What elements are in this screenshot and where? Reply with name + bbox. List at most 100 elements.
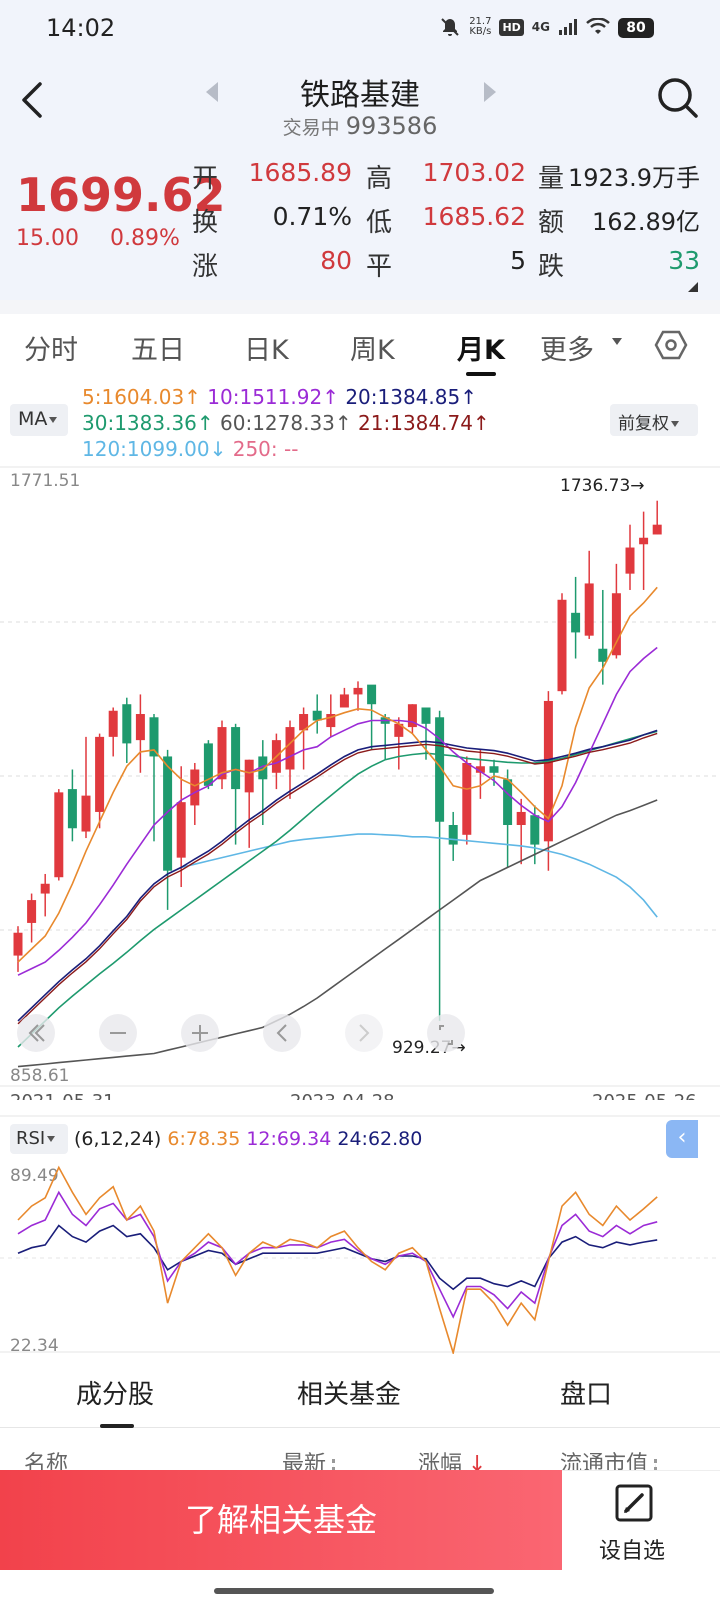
net-speed-unit: KB/s <box>469 26 492 37</box>
label-up: 涨 <box>192 252 219 282</box>
scroll-left-button[interactable] <box>263 1014 301 1052</box>
mute-bell-icon <box>441 18 459 36</box>
value-up: 80 <box>320 246 352 275</box>
tab-order-book[interactable]: 盘口 <box>560 1380 613 1410</box>
ma21-label: 21:1384.74↑ <box>358 411 490 435</box>
tab-more[interactable]: 更多 <box>540 335 594 366</box>
ma60-label: 60:1278.33↑ <box>220 411 352 435</box>
ma-selector[interactable]: MA <box>10 404 68 436</box>
trade-status-label: 交易中 <box>282 117 340 139</box>
wifi-icon <box>586 18 610 34</box>
bottom-tabs: 成分股 相关基金 盘口 <box>0 1354 720 1428</box>
search-button[interactable] <box>656 76 700 120</box>
add-favorite-button[interactable]: 设自选 <box>562 1470 720 1570</box>
chevron-down-icon <box>671 421 679 427</box>
tab-intraday[interactable]: 分时 <box>24 335 78 366</box>
tab-daily-k[interactable]: 日K <box>244 335 289 366</box>
battery-icon: 80 <box>618 18 654 38</box>
value-down: 33 <box>668 246 700 275</box>
label-open: 开 <box>192 164 219 194</box>
label-flat: 平 <box>366 252 393 282</box>
chevron-down-icon <box>49 416 58 423</box>
next-index-arrow[interactable] <box>484 82 496 102</box>
tab-monthly-k[interactable]: 月K <box>457 335 505 366</box>
value-turnover: 0.71% <box>272 202 352 231</box>
tab-constituents[interactable]: 成分股 <box>76 1380 155 1410</box>
chevron-left-icon: ‹ <box>677 1125 687 1150</box>
indicator-selector[interactable]: RSI <box>10 1124 68 1154</box>
fullscreen-button[interactable] <box>427 1014 465 1052</box>
rsi-chart[interactable]: 89.49 22.34 <box>0 0 720 1360</box>
zoom-in-button[interactable] <box>181 1014 219 1052</box>
signal-icon <box>559 19 577 35</box>
rsi12-value: 12:69.34 <box>246 1128 332 1150</box>
rsi-min-label: 22.34 <box>10 1336 59 1356</box>
price-change-pct: 0.89% <box>110 226 180 251</box>
net-speed-value: 21.7 <box>469 16 492 27</box>
chart-controls <box>17 1014 465 1052</box>
rsi-lines-layer <box>17 1165 658 1357</box>
ma250-label: 250: -- <box>232 437 299 461</box>
value-volume: 1923.9万手 <box>568 164 700 192</box>
rsi-max-label: 89.49 <box>10 1166 59 1186</box>
ma-legend: 5:1604.03↑ 10:1511.92↑ 20:1384.85↑ 30:13… <box>82 384 490 462</box>
value-open: 1685.89 <box>248 158 352 187</box>
edit-icon <box>615 1484 653 1522</box>
collapse-panel-button[interactable]: ‹ <box>666 1120 698 1158</box>
label-low: 低 <box>366 208 393 238</box>
scroll-right-button[interactable] <box>345 1014 383 1052</box>
header: 铁路基建 交易中 993586 <box>0 56 720 146</box>
related-funds-button[interactable]: 了解相关基金 <box>0 1470 562 1570</box>
ma-legend-row-1: 5:1604.03↑ 10:1511.92↑ 20:1384.85↑ <box>82 384 490 410</box>
label-amount: 额 <box>538 208 565 238</box>
adjust-selector[interactable]: 前复权 <box>610 404 698 436</box>
net-speed: 21.7 KB/s <box>469 17 491 37</box>
prev-index-arrow[interactable] <box>206 82 218 102</box>
divider <box>0 300 720 314</box>
label-down: 跌 <box>538 252 565 282</box>
value-flat: 5 <box>510 246 526 275</box>
rsi6-line <box>17 1165 658 1357</box>
period-tabs: 分时 五日 日K 周K 月K 更多 <box>0 314 720 378</box>
hexagon-settings-icon[interactable] <box>654 328 688 362</box>
tab-weekly-k[interactable]: 周K <box>350 335 395 366</box>
rsi-params: (6,12,24) <box>74 1128 162 1150</box>
rsi-legend: (6,12,24) 6:78.35 12:69.34 24:62.80 <box>74 1128 422 1150</box>
quote-panel: 1699.62 15.00 0.89% 开 1685.89 高 1703.02 … <box>0 146 720 300</box>
value-low: 1685.62 <box>422 202 526 231</box>
ma10-label: 10:1511.92↑ <box>207 385 339 409</box>
rsi6-value: 6:78.35 <box>167 1128 241 1150</box>
value-amount: 162.89亿 <box>592 208 700 236</box>
back-button[interactable] <box>14 78 54 122</box>
adjust-label: 前复权 <box>618 414 669 434</box>
ma-selector-label: MA <box>18 408 48 430</box>
index-code: 993586 <box>345 112 438 140</box>
ma-legend-row-3: 120:1099.00↓ 250: -- <box>82 436 490 462</box>
hd-badge: HD <box>499 18 524 36</box>
tab-five-day[interactable]: 五日 <box>131 335 185 366</box>
status-bar: 14:02 21.7 KB/s HD 4G 80 <box>0 0 720 56</box>
label-high: 高 <box>366 164 393 194</box>
expand-quote-icon[interactable] <box>688 282 698 292</box>
ma120-label: 120:1099.00↓ <box>82 437 227 461</box>
rsi24-line <box>17 1224 658 1291</box>
status-time: 14:02 <box>46 14 116 42</box>
status-icons: 21.7 KB/s HD 4G <box>439 16 610 38</box>
page-title: 铁路基建 <box>300 78 420 113</box>
label-volume: 量 <box>538 164 565 194</box>
scroll-left-fast-button[interactable] <box>17 1014 55 1052</box>
home-indicator[interactable] <box>214 1588 494 1594</box>
ma20-label: 20:1384.85↑ <box>345 385 477 409</box>
label-turnover: 换 <box>192 208 219 238</box>
rsi24-value: 24:62.80 <box>337 1128 423 1150</box>
tab-related-funds[interactable]: 相关基金 <box>297 1380 402 1410</box>
indicator-label: RSI <box>16 1128 46 1149</box>
ma5-label: 5:1604.03↑ <box>82 385 201 409</box>
value-high: 1703.02 <box>422 158 526 187</box>
sort-icon <box>654 1459 658 1471</box>
ma30-label: 30:1383.36↑ <box>82 411 214 435</box>
active-tab-indicator <box>466 372 496 376</box>
ma-legend-row-2: 30:1383.36↑ 60:1278.33↑ 21:1384.74↑ <box>82 410 490 436</box>
zoom-out-button[interactable] <box>99 1014 137 1052</box>
